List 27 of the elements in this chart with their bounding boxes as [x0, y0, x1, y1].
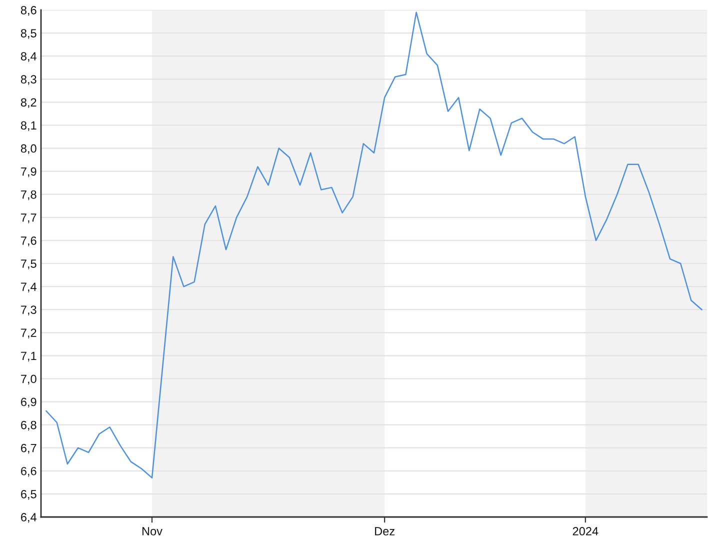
y-tick-label: 6,6 — [21, 466, 36, 477]
x-tick-label: 2024 — [572, 527, 598, 536]
y-tick-label: 7,5 — [21, 260, 36, 270]
y-tick-label: 6,9 — [21, 398, 36, 408]
y-tick-label: 7,7 — [21, 214, 36, 224]
y-tick-label: 7,8 — [21, 190, 36, 200]
y-tick-label: 8,3 — [20, 75, 36, 85]
y-tick-label: 6,4 — [21, 513, 36, 523]
y-tick-label: 8,4 — [20, 52, 36, 62]
y-tick-label: 7,1 — [21, 352, 36, 362]
x-tick-label: Dez — [375, 527, 394, 536]
y-tick-label: 8,0 — [20, 144, 36, 154]
y-tick-label: 6,8 — [21, 420, 36, 431]
y-tick-label: 7,4 — [21, 282, 36, 292]
y-tick-label: 8,2 — [20, 98, 36, 108]
y-tick-label: 7,6 — [21, 236, 36, 246]
y-tick-label: 8,1 — [20, 121, 36, 132]
line-series — [46, 12, 702, 478]
y-tick-label: 8,5 — [20, 29, 36, 39]
y-tick-label: 7,0 — [21, 374, 36, 385]
y-tick-label: 8,6 — [20, 6, 36, 16]
y-tick-label: 6,5 — [21, 490, 36, 500]
y-tick-label: 7,3 — [21, 306, 36, 316]
y-tick-label: 7,2 — [21, 328, 36, 338]
y-tick-label: 7,9 — [21, 167, 36, 178]
x-tick-label: Nov — [142, 527, 162, 536]
y-tick-label: 6,7 — [21, 444, 36, 454]
